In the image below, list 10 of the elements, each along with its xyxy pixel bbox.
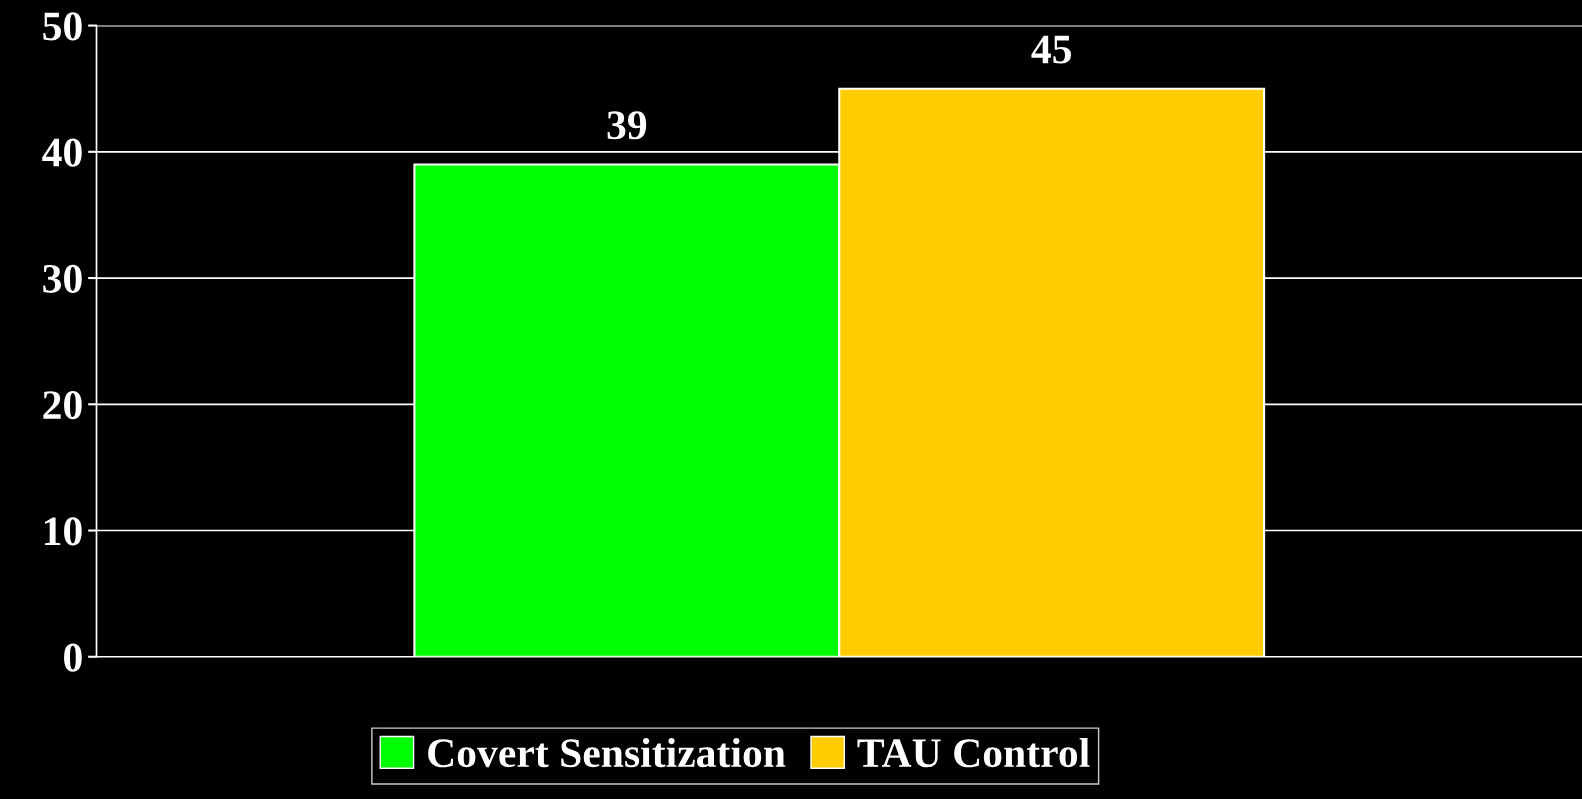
y-tick-label: 10 [44,517,82,546]
y-tick-label: 40 [42,138,82,167]
legend-label: Covert Sensitization [428,737,786,768]
data-label: 39 [607,111,647,140]
legend-label: TAU Control [857,737,1090,768]
y-tick-label: 30 [43,264,82,293]
data-label: 45 [1031,35,1071,64]
y-tick-label: 20 [43,391,82,420]
y-tick-label: 0 [64,643,82,672]
y-tick-label: 50 [43,12,82,41]
